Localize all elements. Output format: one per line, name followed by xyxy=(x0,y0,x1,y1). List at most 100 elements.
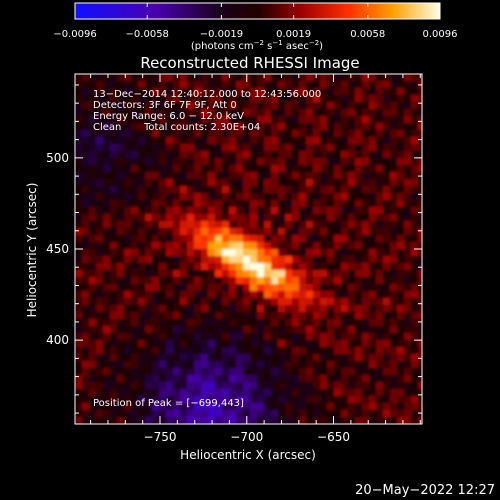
heatmap-cell xyxy=(397,361,405,369)
heatmap-cell xyxy=(131,389,139,397)
heatmap-cell xyxy=(124,340,132,348)
heatmap-cell xyxy=(131,354,139,362)
heatmap-cell xyxy=(383,81,391,89)
heatmap-cell xyxy=(110,235,118,243)
heatmap-cell xyxy=(82,284,90,292)
heatmap-cell xyxy=(271,228,279,236)
heatmap-cell xyxy=(117,263,125,271)
heatmap-cell xyxy=(397,151,405,159)
heatmap-cell xyxy=(82,193,90,201)
heatmap-cell xyxy=(306,74,314,82)
heatmap-cell xyxy=(159,389,167,397)
heatmap-cell xyxy=(110,193,118,201)
heatmap-cell xyxy=(264,389,272,397)
heatmap-cell xyxy=(320,375,328,383)
heatmap-cell xyxy=(271,102,279,110)
heatmap-cell xyxy=(166,368,174,376)
heatmap-cell xyxy=(75,319,83,327)
heatmap-cell xyxy=(82,228,90,236)
heatmap-cell xyxy=(96,158,104,166)
heatmap-cell xyxy=(187,375,195,383)
heatmap-cell xyxy=(243,123,251,131)
heatmap-cell xyxy=(355,277,363,285)
heatmap-cell xyxy=(208,312,216,320)
heatmap-cell xyxy=(89,102,97,110)
heatmap-cell xyxy=(397,221,405,229)
heatmap-cell xyxy=(411,221,419,229)
heatmap-cell xyxy=(201,298,209,306)
heatmap-cell xyxy=(166,256,174,264)
heatmap-cell xyxy=(362,284,370,292)
heatmap-cell xyxy=(411,263,419,271)
heatmap-cell xyxy=(96,200,104,208)
heatmap-cell xyxy=(376,361,384,369)
heatmap-cell xyxy=(306,347,314,355)
heatmap-cell xyxy=(75,193,83,201)
heatmap-cell xyxy=(285,354,293,362)
heatmap-cell xyxy=(229,74,237,82)
heatmap-cell xyxy=(341,291,349,299)
heatmap-cell xyxy=(404,249,412,257)
heatmap-cell xyxy=(103,319,111,327)
heatmap-cell xyxy=(75,403,83,411)
heatmap-cell xyxy=(341,333,349,341)
heatmap-cell xyxy=(82,361,90,369)
heatmap-cell xyxy=(250,417,258,424)
heatmap-cell xyxy=(96,319,104,327)
heatmap-cell xyxy=(82,347,90,355)
heatmap-cell xyxy=(243,228,251,236)
heatmap-cell xyxy=(215,221,223,229)
heatmap-cell xyxy=(166,298,174,306)
heatmap-cell xyxy=(145,123,153,131)
heatmap-cell xyxy=(145,256,153,264)
heatmap-cell xyxy=(334,130,342,138)
heatmap-cell xyxy=(215,354,223,362)
heatmap-cell xyxy=(390,256,398,264)
heatmap-cell xyxy=(250,256,258,264)
heatmap-cell xyxy=(285,186,293,194)
heatmap-cell xyxy=(411,116,419,124)
heatmap-cell xyxy=(152,396,160,404)
heatmap-cell xyxy=(369,179,377,187)
heatmap-cell xyxy=(404,305,412,313)
heatmap-cell xyxy=(404,158,412,166)
heatmap-cell xyxy=(341,165,349,173)
heatmap-cell xyxy=(124,130,132,138)
heatmap-cell xyxy=(411,333,419,341)
heatmap-cell xyxy=(229,389,237,397)
heatmap-cell xyxy=(117,298,125,306)
heatmap-cell xyxy=(215,410,223,418)
heatmap-cell xyxy=(187,151,195,159)
heatmap-cell xyxy=(117,382,125,390)
heatmap-cell xyxy=(145,200,153,208)
heatmap-cell xyxy=(334,368,342,376)
heatmap-cell xyxy=(131,137,139,145)
heatmap-cell xyxy=(222,193,230,201)
heatmap-cell xyxy=(138,102,146,110)
heatmap-cell xyxy=(306,354,314,362)
heatmap-cell xyxy=(173,305,181,313)
heatmap-cell xyxy=(383,130,391,138)
heatmap-cell xyxy=(208,354,216,362)
heatmap-cell xyxy=(138,375,146,383)
heatmap-cell xyxy=(404,263,412,271)
heatmap-cell xyxy=(124,347,132,355)
heatmap-cell xyxy=(201,137,209,145)
heatmap-cell xyxy=(341,396,349,404)
heatmap-cell xyxy=(285,207,293,215)
heatmap-cell xyxy=(292,256,300,264)
heatmap-cell xyxy=(250,186,258,194)
heatmap-cell xyxy=(411,207,419,215)
heatmap-cell xyxy=(180,235,188,243)
heatmap-cell xyxy=(152,319,160,327)
x-axis-label: Heliocentric X (arcsec) xyxy=(180,448,316,462)
heatmap-cell xyxy=(404,410,412,418)
heatmap-cell xyxy=(411,95,419,103)
heatmap-cell xyxy=(334,389,342,397)
heatmap-cell xyxy=(369,396,377,404)
heatmap-cell xyxy=(418,214,422,222)
heatmap-cell xyxy=(250,354,258,362)
heatmap-cell xyxy=(159,221,167,229)
heatmap-cell xyxy=(131,88,139,96)
heatmap-cell xyxy=(201,389,209,397)
